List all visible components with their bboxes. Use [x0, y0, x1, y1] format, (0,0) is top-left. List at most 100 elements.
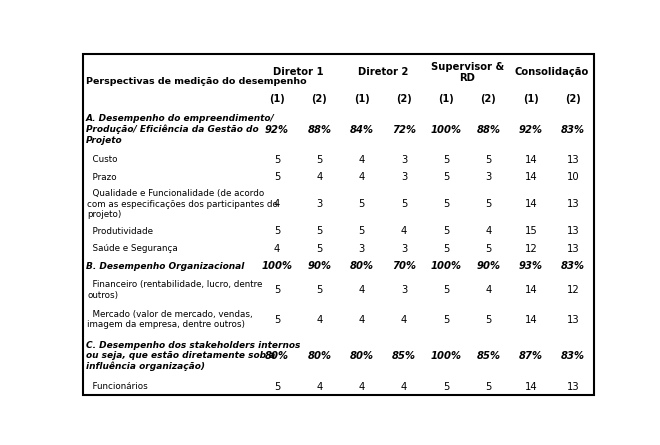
Bar [256, 240, 298, 258]
Bar [552, 108, 594, 151]
Bar [467, 108, 510, 151]
Text: 5: 5 [274, 285, 280, 295]
Bar [552, 240, 594, 258]
Text: (2): (2) [480, 94, 496, 105]
Bar [510, 54, 594, 91]
Text: 5: 5 [443, 155, 449, 165]
Bar [298, 169, 341, 186]
Bar [298, 335, 341, 378]
Bar [256, 108, 298, 151]
Text: (1): (1) [523, 94, 539, 105]
Bar [83, 305, 256, 335]
Text: 5: 5 [316, 285, 323, 295]
Text: Prazo: Prazo [87, 173, 117, 182]
Text: 92%: 92% [519, 125, 543, 135]
Bar [425, 222, 467, 240]
Bar [256, 222, 298, 240]
Bar [341, 275, 383, 305]
Bar [83, 240, 256, 258]
Text: A. Desempenho do empreendimento/
Produção/ Eficiência da Gestão do
Projeto: A. Desempenho do empreendimento/ Produçã… [86, 114, 275, 145]
Text: 5: 5 [443, 285, 449, 295]
Bar [510, 378, 552, 395]
Text: 14: 14 [525, 155, 537, 165]
Text: Diretor 1: Diretor 1 [273, 68, 323, 77]
Bar [467, 258, 510, 275]
Text: Supervisor &
RD: Supervisor & RD [431, 61, 504, 83]
Text: 13: 13 [567, 227, 579, 236]
Text: Funcionários: Funcionários [87, 382, 148, 391]
Bar [425, 169, 467, 186]
Bar [256, 186, 298, 222]
Text: 14: 14 [525, 199, 537, 210]
Text: 5: 5 [443, 227, 449, 236]
Text: 5: 5 [274, 381, 280, 392]
Text: 5: 5 [274, 155, 280, 165]
Text: 5: 5 [443, 315, 449, 325]
Text: 5: 5 [358, 199, 365, 210]
Bar [467, 186, 510, 222]
Text: 5: 5 [485, 199, 492, 210]
Text: Custo: Custo [87, 155, 117, 165]
Bar [83, 378, 256, 395]
Text: 100%: 100% [431, 351, 462, 361]
Text: 72%: 72% [392, 125, 416, 135]
Bar [83, 169, 256, 186]
Text: 12: 12 [567, 285, 579, 295]
Bar [552, 378, 594, 395]
Bar [298, 275, 341, 305]
Bar [256, 378, 298, 395]
Text: 93%: 93% [519, 261, 543, 271]
Bar [510, 335, 552, 378]
Text: 5: 5 [316, 227, 323, 236]
Bar [341, 335, 383, 378]
Text: 14: 14 [525, 381, 537, 392]
Text: 13: 13 [567, 199, 579, 210]
Text: (2): (2) [565, 94, 581, 105]
Bar [298, 258, 341, 275]
Text: 15: 15 [525, 227, 537, 236]
Text: (1): (1) [269, 94, 285, 105]
Bar [467, 151, 510, 169]
Bar [552, 186, 594, 222]
Text: 83%: 83% [561, 125, 585, 135]
Bar [552, 151, 594, 169]
Text: (1): (1) [438, 94, 454, 105]
Text: 100%: 100% [431, 261, 462, 271]
Bar [552, 169, 594, 186]
Text: 5: 5 [443, 381, 449, 392]
Text: 90%: 90% [308, 261, 331, 271]
Text: 10: 10 [567, 172, 579, 182]
Text: 80%: 80% [350, 261, 374, 271]
Text: 3: 3 [401, 172, 407, 182]
Bar [552, 335, 594, 378]
Bar [425, 240, 467, 258]
Text: 85%: 85% [392, 351, 416, 361]
Text: 4: 4 [401, 315, 407, 325]
Bar [425, 186, 467, 222]
Bar [425, 335, 467, 378]
Bar [425, 54, 510, 91]
Bar [510, 240, 552, 258]
Text: 70%: 70% [392, 261, 416, 271]
Text: 88%: 88% [308, 125, 331, 135]
Bar [467, 305, 510, 335]
Bar [552, 305, 594, 335]
Text: 5: 5 [316, 155, 323, 165]
Bar [298, 108, 341, 151]
Text: 100%: 100% [261, 261, 292, 271]
Bar [510, 305, 552, 335]
Text: 4: 4 [316, 381, 323, 392]
Bar [383, 222, 425, 240]
Text: 3: 3 [401, 244, 407, 254]
Bar [383, 169, 425, 186]
Bar [383, 378, 425, 395]
Bar [298, 240, 341, 258]
Bar [298, 378, 341, 395]
Bar [83, 258, 256, 275]
Text: 3: 3 [401, 285, 407, 295]
Bar [256, 91, 298, 108]
Text: 92%: 92% [265, 125, 289, 135]
Bar [383, 240, 425, 258]
Text: 80%: 80% [265, 351, 289, 361]
Text: 3: 3 [316, 199, 323, 210]
